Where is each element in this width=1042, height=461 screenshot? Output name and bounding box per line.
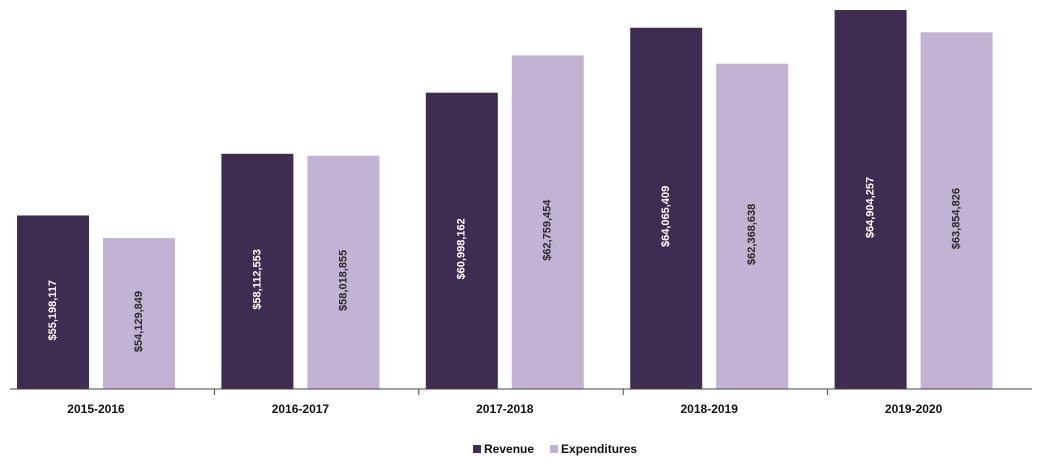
- legend-label-revenue: Revenue: [484, 442, 534, 456]
- bar-revenue-2019-2020: [834, 10, 907, 390]
- legend: Revenue Expenditures: [473, 442, 637, 456]
- data-label-expenditures-2018-2019: $62,368,638: [746, 204, 758, 265]
- data-label-revenue-2019-2020: $64,904,257: [865, 177, 877, 238]
- legend-swatch-revenue: [473, 445, 481, 453]
- bar-revenue-2016-2017: [221, 153, 294, 389]
- data-label-revenue-2017-2018: $60,998,162: [456, 218, 468, 279]
- x-tick-label-2015-2016: 2015-2016: [67, 402, 125, 416]
- bar-expenditures-2017-2018: [511, 55, 584, 389]
- bars-group: [17, 10, 993, 390]
- legend-label-expenditures: Expenditures: [561, 442, 637, 456]
- data-label-expenditures-2015-2016: $54,129,849: [133, 291, 145, 352]
- x-axis-ticks: [213, 389, 829, 395]
- bar-revenue-2015-2016: [17, 215, 89, 389]
- data-label-expenditures-2017-2018: $62,759,454: [542, 199, 554, 261]
- bar-expenditures-2018-2019: [716, 63, 789, 389]
- x-tick-label-2017-2018: 2017-2018: [476, 402, 534, 416]
- x-tick-label-2018-2019: 2018-2019: [681, 402, 739, 416]
- x-axis-labels: 2015-2016 2016-2017 2017-2018 2018-2019 2019…: [67, 402, 942, 416]
- legend-swatch-expenditures: [550, 445, 559, 453]
- data-label-revenue-2018-2019: $64,065,409: [660, 186, 672, 247]
- bar-revenue-2018-2019: [630, 27, 703, 390]
- x-tick-label-2019-2020: 2019-2020: [885, 402, 943, 416]
- bar-expenditures-2015-2016: [103, 238, 175, 389]
- data-label-revenue-2016-2017: $58,112,553: [251, 249, 263, 310]
- x-tick-label-2016-2017: 2016-2017: [272, 402, 330, 416]
- data-labels-group: $55,198,117 $54,129,849 $58,112,553 $58,018…: [47, 177, 963, 352]
- bar-expenditures-2016-2017: [307, 155, 380, 389]
- bar-expenditures-2019-2020: [920, 32, 993, 390]
- data-label-revenue-2015-2016: $55,198,117: [47, 280, 59, 341]
- bar-revenue-2017-2018: [425, 92, 498, 390]
- data-label-expenditures-2016-2017: $58,018,855: [337, 250, 349, 311]
- data-label-expenditures-2019-2020: $63,854,826: [951, 188, 963, 249]
